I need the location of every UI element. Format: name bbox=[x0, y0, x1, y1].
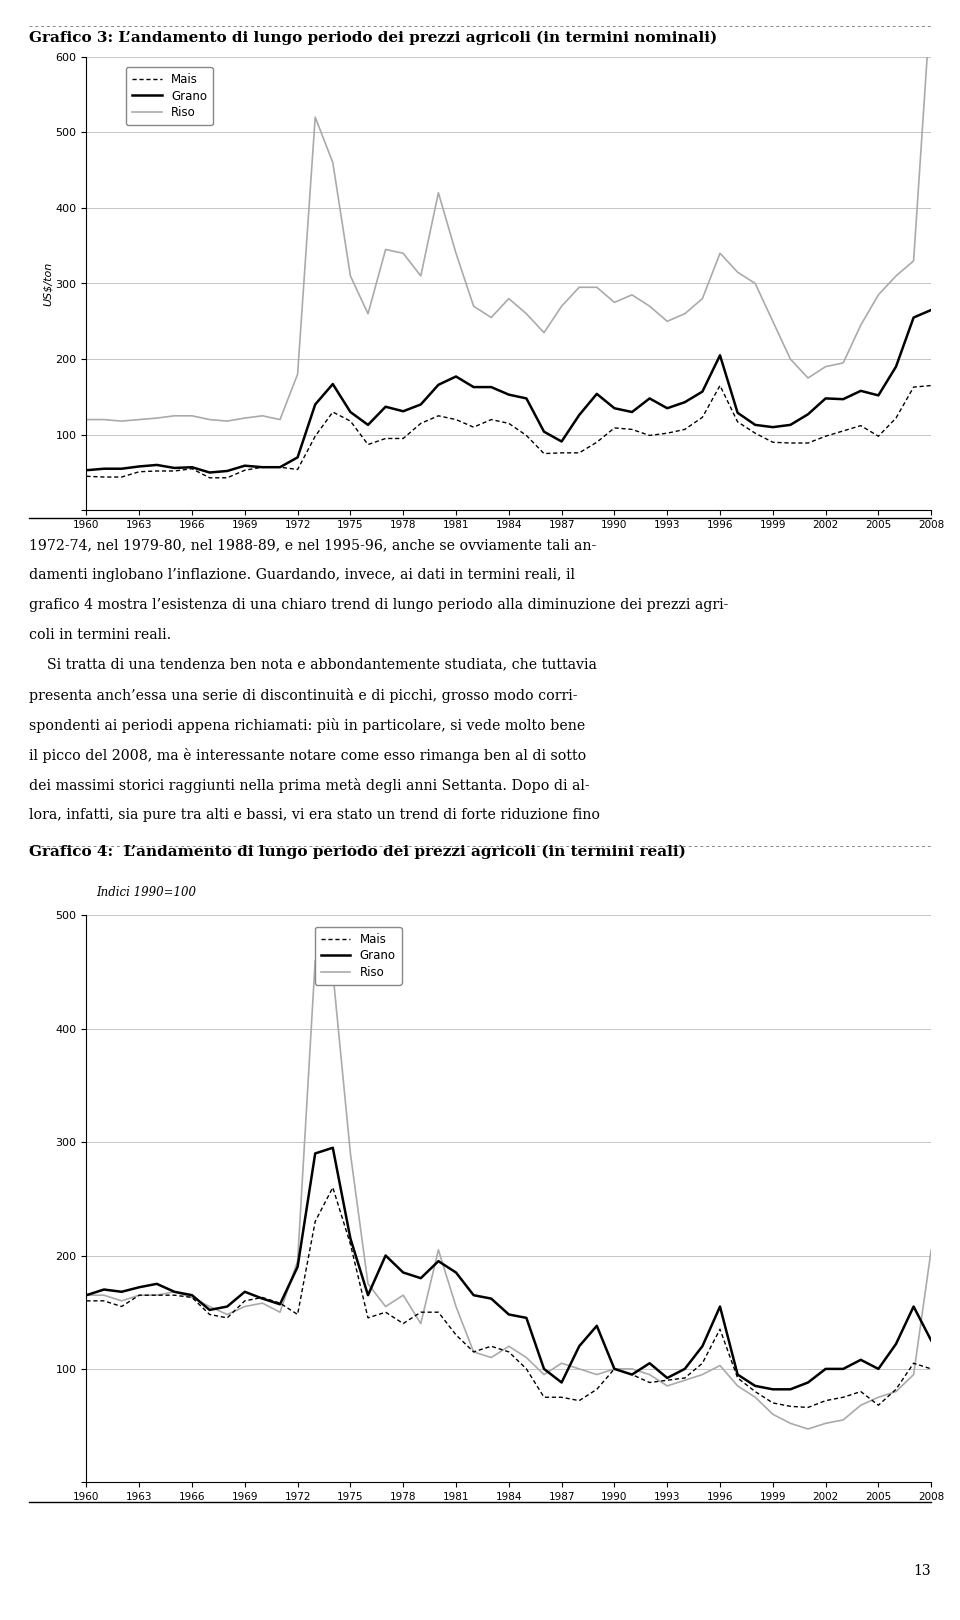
Text: Indici 1990=100: Indici 1990=100 bbox=[96, 886, 196, 899]
Text: 1972-74, nel 1979-80, nel 1988-89, e nel 1995-96, anche se ovviamente tali an-: 1972-74, nel 1979-80, nel 1988-89, e nel… bbox=[29, 538, 596, 552]
Text: Si tratta di una tendenza ben nota e abbondantemente studiata, che tuttavia: Si tratta di una tendenza ben nota e abb… bbox=[29, 658, 597, 672]
Legend: Mais, Grano, Riso: Mais, Grano, Riso bbox=[315, 927, 401, 985]
Text: damenti inglobano l’inflazione. Guardando, invece, ai dati in termini reali, il: damenti inglobano l’inflazione. Guardand… bbox=[29, 569, 575, 582]
Text: lora, infatti, sia pure tra alti e bassi, vi era stato un trend di forte riduzio: lora, infatti, sia pure tra alti e bassi… bbox=[29, 807, 600, 821]
Legend: Mais, Grano, Riso: Mais, Grano, Riso bbox=[126, 66, 213, 125]
Text: Grafico 3: L’andamento di lungo periodo dei prezzi agricoli (in termini nominali: Grafico 3: L’andamento di lungo periodo … bbox=[29, 31, 717, 45]
Text: grafico 4 mostra l’esistenza di una chiaro trend di lungo periodo alla diminuzio: grafico 4 mostra l’esistenza di una chia… bbox=[29, 598, 729, 612]
Text: il picco del 2008, ma è interessante notare come esso rimanga ben al di sotto: il picco del 2008, ma è interessante not… bbox=[29, 748, 586, 763]
Text: dei massimi storici raggiunti nella prima metà degli anni Settanta. Dopo di al-: dei massimi storici raggiunti nella prim… bbox=[29, 778, 589, 792]
Text: Grafico 4:  L’andamento di lungo periodo dei prezzi agricoli (in termini reali): Grafico 4: L’andamento di lungo periodo … bbox=[29, 844, 685, 859]
Text: 13: 13 bbox=[914, 1565, 931, 1578]
Y-axis label: US$/ton: US$/ton bbox=[43, 261, 53, 306]
Text: coli in termini reali.: coli in termini reali. bbox=[29, 627, 171, 642]
Text: spondenti ai periodi appena richiamati: più in particolare, si vede molto bene: spondenti ai periodi appena richiamati: … bbox=[29, 718, 585, 732]
Text: presenta anch’essa una serie di discontinuità e di picchi, grosso modo corri-: presenta anch’essa una serie di disconti… bbox=[29, 687, 577, 703]
